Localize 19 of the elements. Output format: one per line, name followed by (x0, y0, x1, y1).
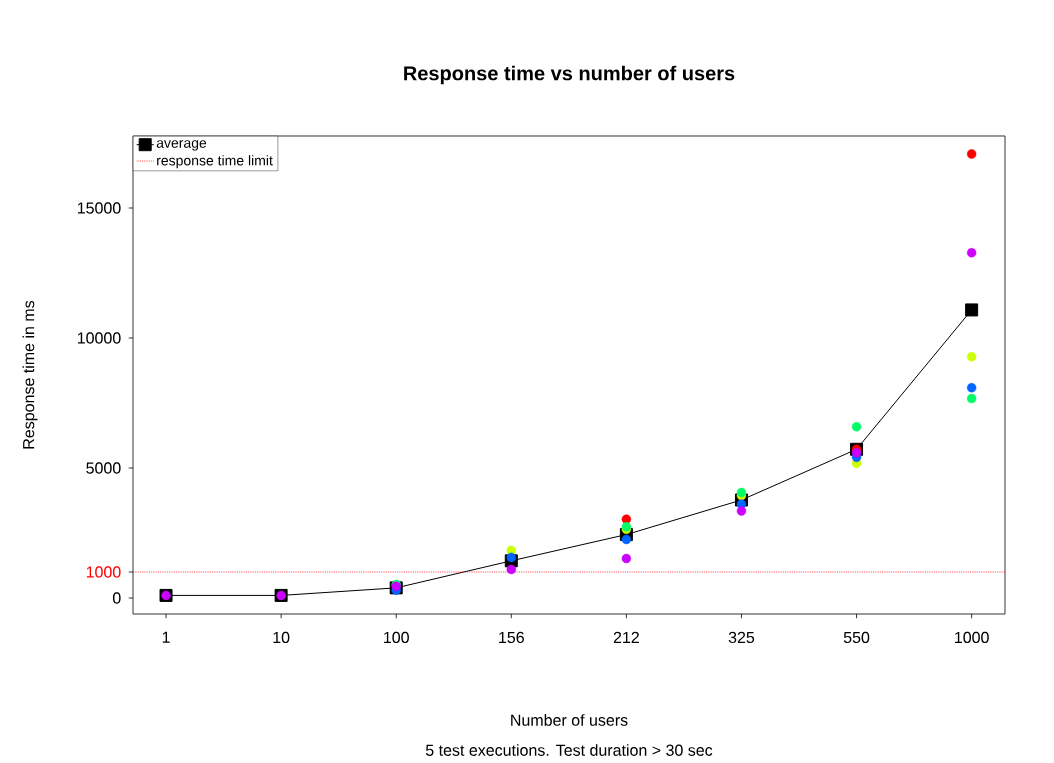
x-tick-label: 156 (499, 631, 524, 644)
y-tick-label: 0 (112, 592, 121, 604)
x-axis-title: Number of users (511, 714, 628, 726)
x-tick-label: 1 (162, 631, 170, 643)
x-tick-label: 10 (273, 631, 290, 644)
x-tick-label: 550 (843, 631, 870, 644)
y-axis-title: Response time in ms (22, 300, 38, 449)
x-tick-label: 1000 (955, 631, 989, 644)
chart-title: Response time vs number of users (404, 65, 735, 85)
legend-label: response time limit (157, 155, 273, 169)
y-tick-label: 15000 (77, 202, 121, 214)
x-tick-label: 100 (384, 631, 409, 644)
x-tick-label: 212 (613, 631, 639, 643)
y-tick-label: 1000 (86, 566, 121, 578)
text: 5 test executions. Test duration > 30 sec (425, 744, 713, 756)
y-tick-label: 10000 (77, 332, 121, 344)
legend-label: average (156, 140, 207, 151)
y-tick-label: 5000 (86, 462, 121, 474)
x-tick-label: 325 (728, 631, 755, 644)
